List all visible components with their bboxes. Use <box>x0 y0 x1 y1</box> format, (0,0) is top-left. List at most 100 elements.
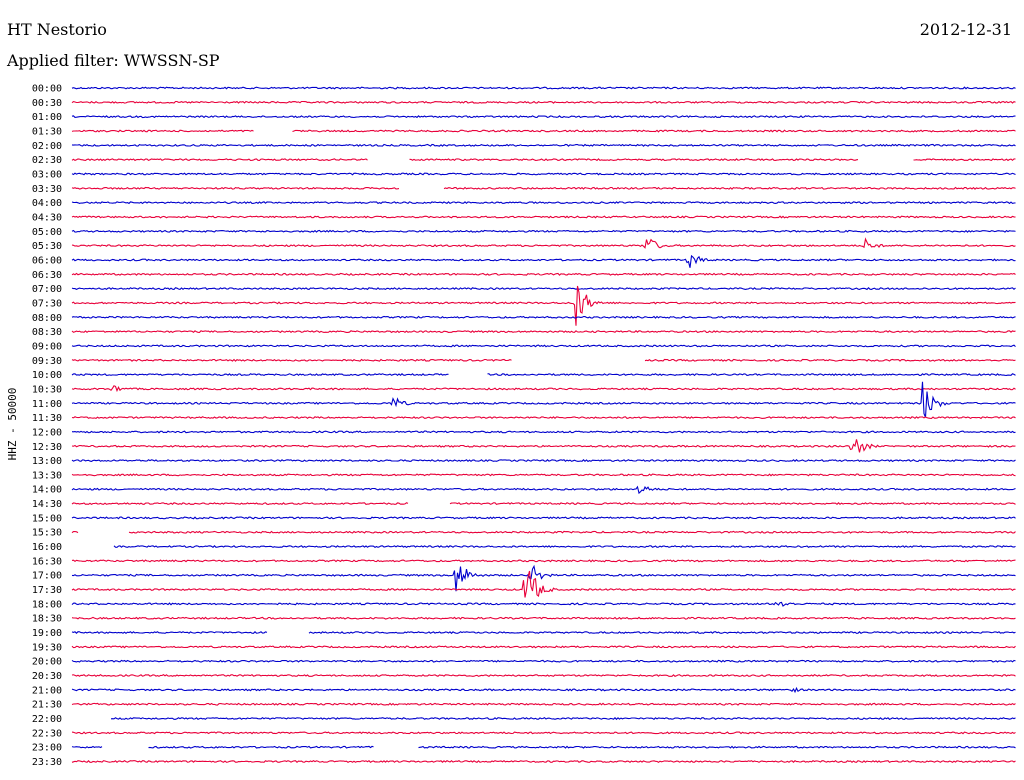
row-label-1930: 19:30 <box>32 642 62 653</box>
trace-row-0000 <box>71 86 1016 90</box>
trace-row-2330 <box>71 759 1016 764</box>
trace-row-0300 <box>71 172 1016 176</box>
row-label-0330: 03:30 <box>32 184 62 195</box>
trace-row-1530 <box>71 530 1016 534</box>
row-label-0130: 01:30 <box>32 126 62 137</box>
trace-row-1600 <box>113 545 1016 549</box>
trace-row-0030 <box>71 100 1016 104</box>
trace-row-1430 <box>71 502 1016 506</box>
row-label-0630: 06:30 <box>32 270 62 281</box>
trace-row-1000 <box>71 373 1016 377</box>
row-label-0700: 07:00 <box>32 284 62 295</box>
filter-label: Applied filter: WWSSN-SP <box>7 51 220 70</box>
row-label-2200: 22:00 <box>32 714 62 725</box>
trace-row-0730 <box>71 285 1016 326</box>
trace-row-1100 <box>71 381 1016 418</box>
trace-row-0100 <box>71 115 1016 119</box>
trace-row-0900 <box>71 344 1016 348</box>
row-label-1300: 13:00 <box>32 456 62 467</box>
row-label-1000: 10:00 <box>32 370 62 381</box>
trace-row-2100 <box>71 686 1016 694</box>
row-label-1700: 17:00 <box>32 571 62 582</box>
row-label-1800: 18:00 <box>32 599 62 610</box>
trace-row-0830 <box>71 330 1016 334</box>
trace-row-2200 <box>110 717 1016 721</box>
trace-row-1400 <box>71 485 1016 495</box>
trace-row-0530 <box>71 237 1016 249</box>
y-axis-label: HHZ - 50000 <box>6 388 19 461</box>
row-label-1200: 12:00 <box>32 427 62 438</box>
row-label-2100: 21:00 <box>32 685 62 696</box>
row-label-0400: 04:00 <box>32 198 62 209</box>
row-label-1400: 14:00 <box>32 485 62 496</box>
row-label-0300: 03:00 <box>32 169 62 180</box>
row-label-0600: 06:00 <box>32 255 62 266</box>
row-label-0930: 09:30 <box>32 356 62 367</box>
row-label-2130: 21:30 <box>32 700 62 711</box>
trace-row-1800 <box>71 601 1016 607</box>
row-label-1430: 14:30 <box>32 499 62 510</box>
trace-row-0630 <box>71 272 1016 276</box>
trace-row-1630 <box>71 559 1016 563</box>
row-label-1730: 17:30 <box>32 585 62 596</box>
trace-row-0130 <box>71 129 1016 133</box>
trace-row-2230 <box>71 731 1016 735</box>
station-title: HT Nestorio <box>7 20 107 39</box>
row-label-2300: 23:00 <box>32 743 62 754</box>
trace-row-1330 <box>71 473 1016 477</box>
trace-row-0500 <box>71 229 1016 233</box>
row-label-0000: 00:00 <box>32 84 62 95</box>
trace-row-1730 <box>71 570 1016 598</box>
row-label-1030: 10:30 <box>32 384 62 395</box>
row-label-1330: 13:30 <box>32 470 62 481</box>
trace-row-1500 <box>71 516 1016 520</box>
date-label: 2012-12-31 <box>919 20 1012 39</box>
trace-row-2300 <box>71 745 1016 749</box>
row-label-1530: 15:30 <box>32 528 62 539</box>
row-label-2000: 20:00 <box>32 657 62 668</box>
row-label-0030: 00:30 <box>32 98 62 109</box>
row-label-1600: 16:00 <box>32 542 62 553</box>
row-label-1900: 19:00 <box>32 628 62 639</box>
trace-row-2130 <box>71 702 1016 706</box>
trace-row-0600 <box>71 254 1016 268</box>
row-label-2330: 23:30 <box>32 757 62 768</box>
row-label-0500: 05:00 <box>32 227 62 238</box>
row-label-1830: 18:30 <box>32 614 62 625</box>
row-label-1100: 11:00 <box>32 399 62 410</box>
trace-row-1830 <box>71 616 1016 620</box>
trace-row-0800 <box>71 315 1016 319</box>
row-label-0530: 05:30 <box>32 241 62 252</box>
trace-row-0700 <box>71 287 1016 291</box>
trace-row-1300 <box>71 459 1016 463</box>
row-label-0900: 09:00 <box>32 341 62 352</box>
trace-row-0400 <box>71 201 1016 205</box>
trace-row-1230 <box>71 439 1016 453</box>
row-label-2230: 22:30 <box>32 728 62 739</box>
row-label-1630: 16:30 <box>32 556 62 567</box>
row-label-0830: 08:30 <box>32 327 62 338</box>
trace-row-0330 <box>71 186 1016 190</box>
trace-row-1930 <box>71 645 1016 649</box>
row-time-labels: 00:00 00:30 01:00 01:30 02:00 02:30 03:00 03:30… <box>32 84 62 769</box>
trace-row-1200 <box>71 430 1016 434</box>
row-label-0100: 01:00 <box>32 112 62 123</box>
seismic-traces <box>71 86 1016 764</box>
row-label-0730: 07:30 <box>32 298 62 309</box>
trace-row-0430 <box>71 215 1016 219</box>
trace-row-1130 <box>71 416 1016 420</box>
row-label-1130: 11:30 <box>32 413 62 424</box>
row-label-1500: 15:00 <box>32 513 62 524</box>
row-label-0200: 02:00 <box>32 141 62 152</box>
trace-row-1030 <box>71 385 1016 393</box>
trace-row-2000 <box>71 659 1016 663</box>
trace-row-0930 <box>71 358 1016 362</box>
row-label-0230: 02:30 <box>32 155 62 166</box>
row-label-0800: 08:00 <box>32 313 62 324</box>
trace-row-1700 <box>71 564 1016 592</box>
trace-row-0230 <box>71 158 1016 162</box>
row-label-0430: 04:30 <box>32 212 62 223</box>
trace-row-1900 <box>71 631 1016 635</box>
row-label-2030: 20:30 <box>32 671 62 682</box>
